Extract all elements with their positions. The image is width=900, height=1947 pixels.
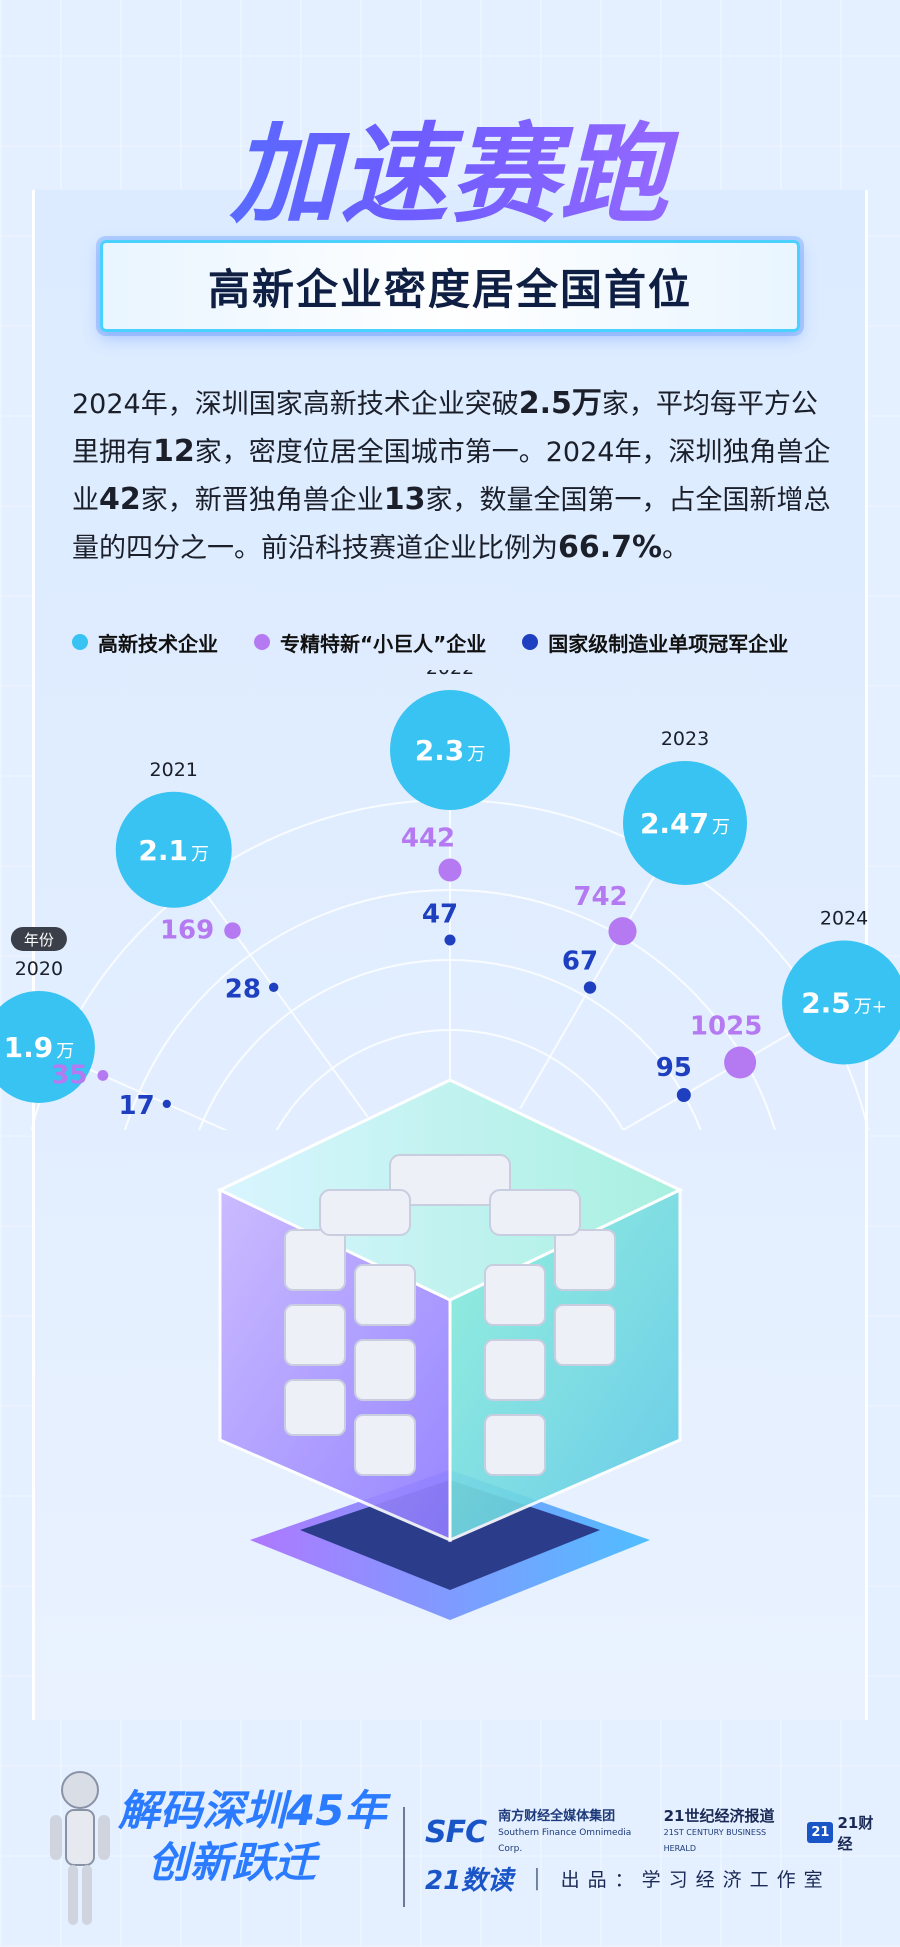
footer-title-line2: 创新跃迁 (148, 1838, 317, 1887)
body-highlight: 13 (383, 482, 426, 517)
producer-row: 21数读 | 出品：学习经济工作室 (425, 1860, 831, 1897)
year-label-2024: 2024 (820, 908, 868, 930)
body-text-segment: 家，平均每平方公里拥有 (72, 389, 818, 468)
body-text-segment: 2024年，深圳国家高新技术企业突破 (72, 389, 519, 420)
sfc-name: 南方财经全媒体集团 (498, 1809, 616, 1824)
year-tag-badge (10, 926, 67, 951)
dot-little-giant-2023 (608, 917, 637, 946)
dot-little-giant-2022 (438, 858, 462, 882)
legend-dot (72, 634, 88, 650)
bubble-high-tech-2020 (0, 990, 95, 1103)
footer-title: 解码深圳45年 创新跃迁 (118, 1785, 398, 1889)
legend-label: 专精特新“小巨人”企业 (280, 631, 487, 656)
bubble-high-tech-2022 (390, 690, 510, 810)
value-little-giant-2022: 442 (401, 823, 455, 853)
subtitle-banner: 高新企业密度居全国首位 (100, 240, 800, 332)
legend-dot (522, 634, 539, 650)
body-text-segment: 家，数量全国第一，占全国新增总量的四分之一。前沿科技赛道企业比例为 (72, 485, 831, 564)
dot-champion-2021 (268, 982, 279, 993)
body-highlight: 2.5万 (518, 386, 602, 421)
body-paragraph: 2024年，深圳国家高新技术企业突破2.5万家，平均每平方公里拥有12家，密度位… (72, 380, 842, 572)
dot-champion-2022 (444, 934, 456, 946)
year-tag: 年份 (24, 931, 54, 949)
value-little-giant-2020: 35 (51, 1060, 87, 1090)
21dudu-logo: 21数读 (425, 1866, 514, 1896)
producer-credit: 出品：学习经济工作室 (560, 1869, 831, 1891)
year-label-2021: 2021 (150, 759, 198, 781)
sfc-logo: SFC (425, 1815, 487, 1850)
21cj-logo: 21 21财经 (807, 1812, 885, 1854)
legend-item-little-giant: 专精特新“小巨人”企业 (254, 628, 486, 657)
year-label-2020: 2020 (15, 958, 63, 980)
bubble-high-tech-2023 (623, 760, 747, 885)
21-logo: 21世纪经济报道 21ST CENTURY BUSINESS HERALD (664, 1809, 796, 1856)
21cj-badge: 21 (807, 1822, 834, 1843)
bubble-high-tech-2021 (115, 791, 232, 908)
legend-label: 国家级制造业单项冠军企业 (548, 631, 789, 656)
21-logo-english: 21ST CENTURY BUSINESS HERALD (663, 1828, 767, 1853)
21cj-name: 21财经 (837, 1813, 874, 1853)
legend-dot (254, 634, 270, 650)
dot-little-giant-2024 (724, 1046, 757, 1079)
year-label-2022: 2022 (426, 670, 474, 679)
value-champion-2024: 95 (656, 1053, 692, 1083)
headline: 加速赛跑 (0, 88, 900, 244)
footer-divider (403, 1807, 405, 1907)
body-highlight: 42 (99, 482, 141, 517)
dot-champion-2023 (583, 981, 597, 994)
dot-champion-2024 (676, 1088, 691, 1102)
sfc-english: Southern Finance Omnimedia Corp. (498, 1828, 632, 1854)
value-champion-2021: 28 (225, 974, 261, 1004)
chart-spoke-4 (621, 1014, 823, 1130)
value-champion-2022: 47 (422, 899, 458, 929)
body-text-segment: 家，密度位居全国城市第一。2024年，深圳独角兽企业 (72, 437, 831, 516)
year-label-2023: 2023 (661, 728, 709, 750)
logo-row: SFC 南方财经全媒体集团 Southern Finance Omnimedia… (425, 1809, 885, 1856)
body-text-segment: 。 (662, 533, 690, 564)
subtitle: 高新企业密度居全国首位 (207, 264, 692, 314)
value-champion-2023: 67 (562, 946, 598, 976)
value-little-giant-2021: 169 (160, 916, 214, 946)
legend-label: 高新技术企业 (98, 631, 218, 656)
bubble-high-tech-2024 (782, 940, 900, 1065)
sfc-logo-text: 南方财经全媒体集团 Southern Finance Omnimedia Cor… (498, 1809, 651, 1856)
footer-title-line1: 解码深圳45年 (118, 1786, 387, 1835)
body-highlight: 66.7% (558, 530, 663, 565)
cube-illustration (216, 1078, 684, 1620)
dot-little-giant-2020 (97, 1070, 109, 1081)
robot-icon (50, 1771, 110, 1925)
footer: 解码深圳45年 创新跃迁 SFC 南方财经全媒体集团 Southern Fina… (0, 1745, 900, 1947)
body-highlight: 12 (153, 434, 195, 469)
radial-chart: 1.9万2020年份2.1万20212.3万20222.47万20232.5万+… (0, 670, 900, 1130)
dot-little-giant-2021 (224, 922, 241, 939)
21-logo-name: 21世纪经济报道 (663, 1807, 775, 1825)
body-text-segment: 家，新晋独角兽企业 (140, 485, 384, 516)
value-little-giant-2023: 742 (573, 882, 627, 912)
value-high-tech-2020: 1.9 万 (4, 1031, 75, 1064)
legend-item-high-tech: 高新技术企业 (72, 628, 218, 657)
dot-champion-2020 (162, 1099, 171, 1109)
chart-spoke-1 (196, 881, 369, 1118)
separator: | (533, 1866, 541, 1891)
legend-item-champion: 国家级制造业单项冠军企业 (522, 628, 788, 657)
chart-legend: 高新技术企业 专精特新“小巨人”企业 国家级制造业单项冠军企业 (72, 622, 862, 662)
value-champion-2020: 17 (118, 1091, 154, 1121)
value-little-giant-2024: 1025 (690, 1012, 762, 1042)
